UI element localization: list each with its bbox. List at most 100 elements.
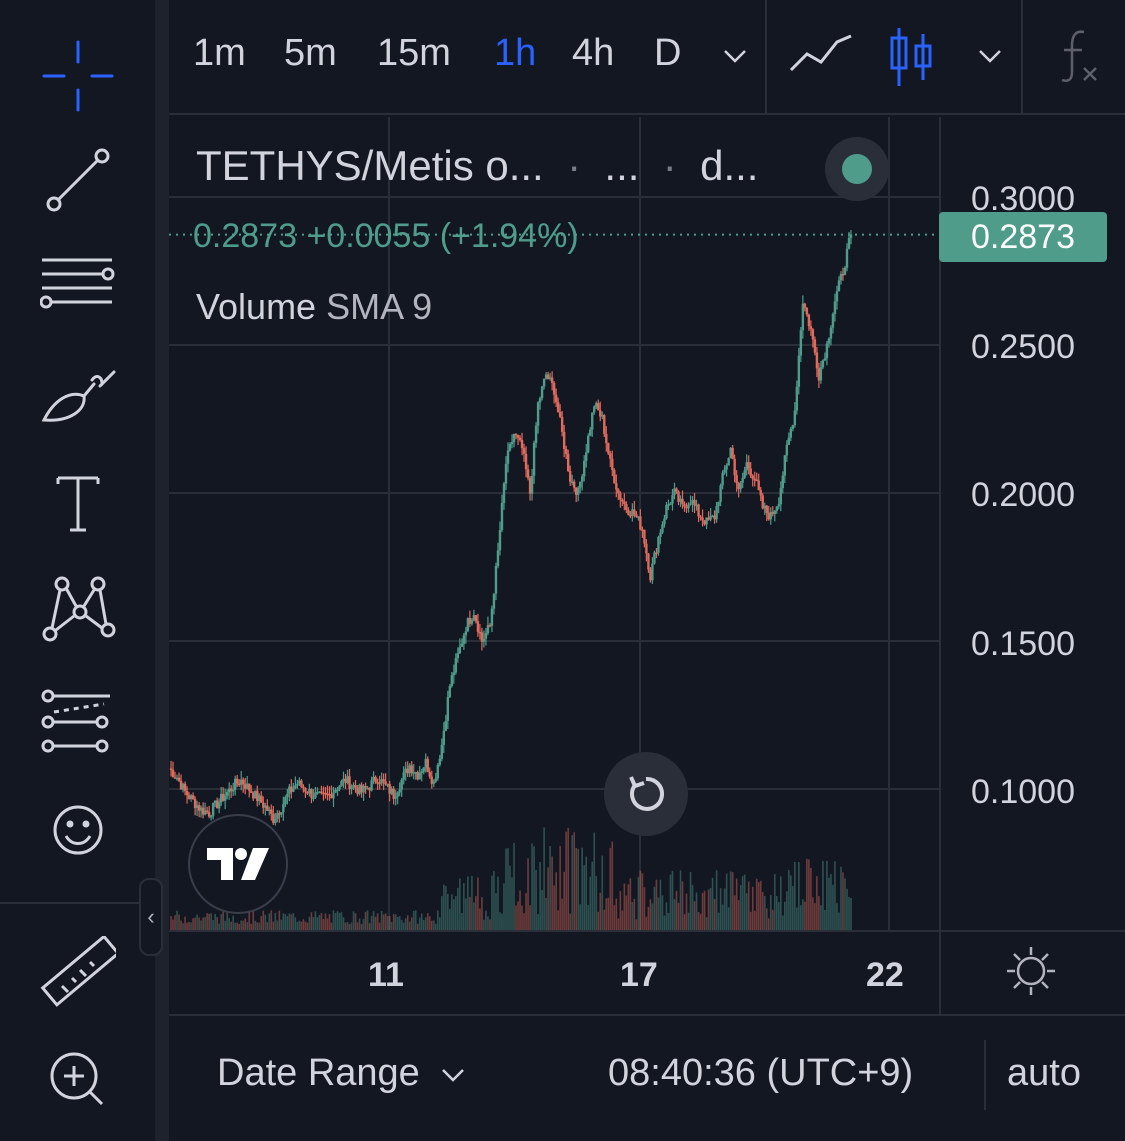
indicators-fx-icon[interactable]: [1054, 28, 1104, 86]
reset-chart-button[interactable]: [604, 752, 688, 836]
timeframe-5m[interactable]: 5m: [284, 32, 337, 74]
candle-body: [562, 431, 566, 449]
timeframe-15m[interactable]: 15m: [377, 32, 451, 74]
candle-body: [426, 758, 429, 772]
sidebar-separator: [155, 0, 169, 1141]
candle-body: [801, 303, 805, 331]
candle-body: [731, 447, 734, 459]
volume-bar: [272, 921, 275, 930]
time-axis[interactable]: 11 17 22: [169, 932, 940, 1014]
tradingview-logo[interactable]: [188, 814, 288, 914]
volume-bar: [186, 922, 188, 930]
date-range-dropdown[interactable]: Date Range: [217, 1052, 466, 1095]
volume-bar: [759, 880, 762, 930]
candle-body: [296, 783, 299, 786]
timeframe-4h[interactable]: 4h: [572, 32, 615, 74]
volume-bar: [699, 913, 702, 930]
settings-icon[interactable]: [1005, 945, 1057, 997]
volume-bar: [613, 905, 616, 930]
fib-retracement-icon[interactable]: [40, 248, 116, 324]
timeframe-1h[interactable]: 1h: [494, 32, 537, 74]
reset-icon: [629, 776, 665, 811]
volume-bar: [525, 893, 527, 930]
volume-bar: [816, 876, 818, 930]
candle-body: [362, 786, 365, 793]
candle-body: [288, 786, 291, 794]
volume-bar: [802, 899, 804, 930]
volume-bar: [601, 855, 604, 930]
candle-body: [687, 504, 690, 509]
auto-scale-toggle[interactable]: auto: [1007, 1052, 1081, 1094]
volume-bar: [352, 911, 355, 930]
volume-bar: [779, 876, 782, 930]
volume-bar: [296, 921, 299, 930]
candle-body: [408, 765, 411, 774]
candle-body: [639, 516, 642, 530]
candle-body: [195, 805, 199, 809]
candle-body: [733, 458, 736, 476]
crosshair-icon[interactable]: [40, 38, 116, 114]
chart-pane[interactable]: [169, 117, 940, 930]
price-axis[interactable]: 0.3000 0.2500 0.2000 0.1500 0.1000: [941, 117, 1125, 930]
candle-body: [829, 327, 833, 339]
candle-body: [827, 338, 831, 344]
timeframe-d[interactable]: D: [654, 32, 682, 74]
candle-body: [623, 501, 626, 504]
volume-bar: [605, 898, 608, 930]
market-status-indicator[interactable]: [825, 137, 889, 201]
line-chart-icon[interactable]: [789, 30, 855, 80]
candle-body: [384, 781, 387, 785]
brush-icon[interactable]: [40, 360, 116, 436]
zoom-in-icon[interactable]: [40, 1040, 116, 1116]
trend-line-icon[interactable]: [40, 142, 116, 218]
volume-bar: [258, 922, 261, 930]
volume-bar: [455, 896, 457, 930]
candle-body: [847, 237, 851, 249]
chevron-down-icon[interactable]: [722, 46, 748, 66]
volume-bar: [457, 887, 459, 930]
volume-bar: [280, 919, 283, 930]
candle-body: [697, 504, 700, 517]
volume-bar: [364, 911, 367, 930]
volume-bar: [796, 907, 798, 930]
text-tool-icon[interactable]: [40, 466, 116, 542]
candle-body: [809, 326, 813, 330]
candle-body: [248, 783, 251, 791]
candle-body: [356, 788, 359, 794]
candle-body: [753, 478, 756, 481]
volume-bar: [453, 899, 455, 930]
candle-body: [169, 768, 173, 770]
volume-bar: [617, 918, 620, 930]
volume-bar: [222, 910, 224, 930]
price-chart[interactable]: [169, 117, 940, 930]
volume-legend[interactable]: Volume SMA 9: [196, 286, 432, 328]
candle-body: [494, 565, 498, 594]
timezone-clock[interactable]: 08:40:36 (UTC+9): [608, 1052, 914, 1094]
timeframe-1m[interactable]: 1m: [193, 32, 246, 74]
volume-bar: [681, 881, 684, 930]
candle-body: [236, 778, 239, 784]
collapse-sidebar-button[interactable]: ‹: [139, 878, 163, 956]
volume-bar: [310, 912, 313, 930]
candle-body: [344, 778, 347, 783]
chevron-down-icon[interactable]: [977, 46, 1003, 66]
volume-bar: [434, 923, 437, 930]
candle-body: [252, 792, 255, 799]
volume-bar: [288, 913, 291, 930]
ruler-icon[interactable]: [40, 936, 116, 1012]
symbol-legend[interactable]: TETHYS/Metis o... · ... · d...: [196, 142, 758, 190]
candle-body: [270, 809, 273, 814]
emoji-icon[interactable]: [40, 792, 116, 868]
candle-body: [597, 403, 600, 411]
pattern-icon[interactable]: [40, 572, 116, 648]
last-price-tag: 0.2873: [939, 212, 1107, 262]
volume-bar: [436, 910, 439, 930]
candle-body: [308, 789, 311, 794]
candlestick-icon[interactable]: [887, 26, 937, 90]
candle-body: [667, 504, 670, 506]
volume-bar: [599, 892, 602, 930]
price-tick-label: 0.1500: [971, 625, 1075, 663]
prediction-icon[interactable]: [40, 684, 116, 760]
volume-bar: [850, 897, 852, 930]
tradingview-logo-icon: [207, 848, 269, 880]
